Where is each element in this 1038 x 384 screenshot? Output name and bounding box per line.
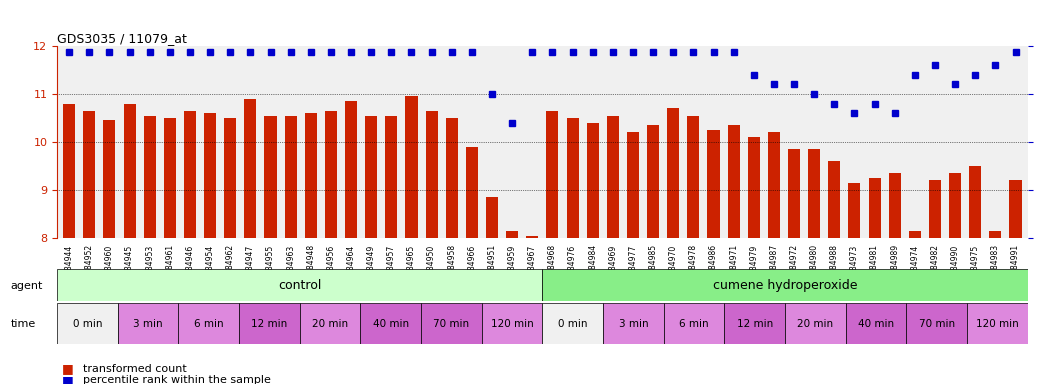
Text: 120 min: 120 min [976,318,1018,329]
FancyBboxPatch shape [360,303,421,344]
Text: cumene hydroperoxide: cumene hydroperoxide [713,279,857,291]
FancyBboxPatch shape [846,303,906,344]
Bar [969,166,981,238]
Bar [989,231,1002,238]
FancyBboxPatch shape [179,303,239,344]
Bar [586,123,599,238]
Text: 40 min: 40 min [373,318,409,329]
Text: 20 min: 20 min [312,318,348,329]
Bar [224,118,237,238]
FancyBboxPatch shape [663,303,725,344]
Text: 3 min: 3 min [619,318,648,329]
Bar [325,111,337,238]
Bar [627,132,639,238]
Bar [929,180,941,238]
FancyBboxPatch shape [542,269,1028,301]
FancyBboxPatch shape [542,303,603,344]
Text: GDS3035 / 11079_at: GDS3035 / 11079_at [57,32,187,45]
Bar [667,109,679,238]
Bar [164,118,175,238]
FancyBboxPatch shape [482,303,542,344]
FancyBboxPatch shape [725,303,785,344]
Text: percentile rank within the sample: percentile rank within the sample [83,375,271,384]
FancyBboxPatch shape [603,303,663,344]
Bar [507,231,518,238]
Text: 120 min: 120 min [491,318,534,329]
FancyBboxPatch shape [239,303,300,344]
Bar [869,178,880,238]
Bar [647,125,659,238]
Text: 6 min: 6 min [194,318,223,329]
Bar [1010,180,1021,238]
Text: control: control [278,279,322,291]
FancyBboxPatch shape [57,269,542,301]
Bar [526,236,539,238]
Text: time: time [10,319,35,329]
Bar [708,130,719,238]
Bar [244,99,256,238]
Bar [124,104,136,238]
Text: 3 min: 3 min [133,318,163,329]
Text: 12 min: 12 min [251,318,288,329]
Bar [949,173,961,238]
Bar [365,116,377,238]
Bar [426,111,438,238]
Text: agent: agent [10,281,43,291]
Bar [184,111,196,238]
Text: ■: ■ [62,374,74,384]
FancyBboxPatch shape [421,303,482,344]
Text: 0 min: 0 min [558,318,588,329]
Bar [909,231,921,238]
Bar [104,121,115,238]
Bar [204,113,216,238]
Bar [265,116,276,238]
Bar [486,197,498,238]
Bar [768,132,780,238]
Bar [466,147,477,238]
Bar [305,113,317,238]
Bar [445,118,458,238]
Bar [567,118,578,238]
Bar [728,125,740,238]
Bar [345,101,357,238]
Bar [747,137,760,238]
FancyBboxPatch shape [967,303,1028,344]
Text: 0 min: 0 min [73,318,102,329]
Bar [406,96,417,238]
Text: 12 min: 12 min [737,318,772,329]
Text: 6 min: 6 min [679,318,709,329]
FancyBboxPatch shape [57,303,117,344]
Bar [284,116,297,238]
Text: 70 min: 70 min [433,318,469,329]
Text: transformed count: transformed count [83,364,187,374]
FancyBboxPatch shape [785,303,846,344]
Bar [889,173,901,238]
Text: ■: ■ [62,362,74,375]
Bar [828,161,841,238]
FancyBboxPatch shape [300,303,360,344]
Bar [546,111,558,238]
Text: 40 min: 40 min [858,318,894,329]
Bar [63,104,75,238]
Bar [687,116,700,238]
Bar [385,116,398,238]
Bar [607,116,619,238]
Text: 70 min: 70 min [919,318,955,329]
FancyBboxPatch shape [117,303,179,344]
Bar [788,149,800,238]
Bar [143,116,156,238]
FancyBboxPatch shape [906,303,967,344]
Bar [848,183,861,238]
Text: 20 min: 20 min [797,318,834,329]
Bar [809,149,820,238]
Bar [83,111,95,238]
